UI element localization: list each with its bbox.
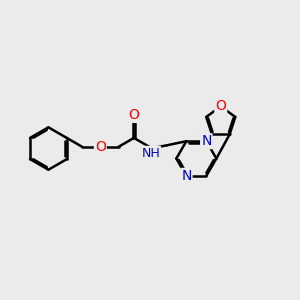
Text: N: N: [181, 169, 191, 183]
Text: N: N: [201, 134, 212, 148]
Text: O: O: [95, 140, 106, 154]
Text: O: O: [215, 99, 226, 113]
Text: O: O: [128, 108, 139, 122]
Text: NH: NH: [141, 147, 160, 160]
